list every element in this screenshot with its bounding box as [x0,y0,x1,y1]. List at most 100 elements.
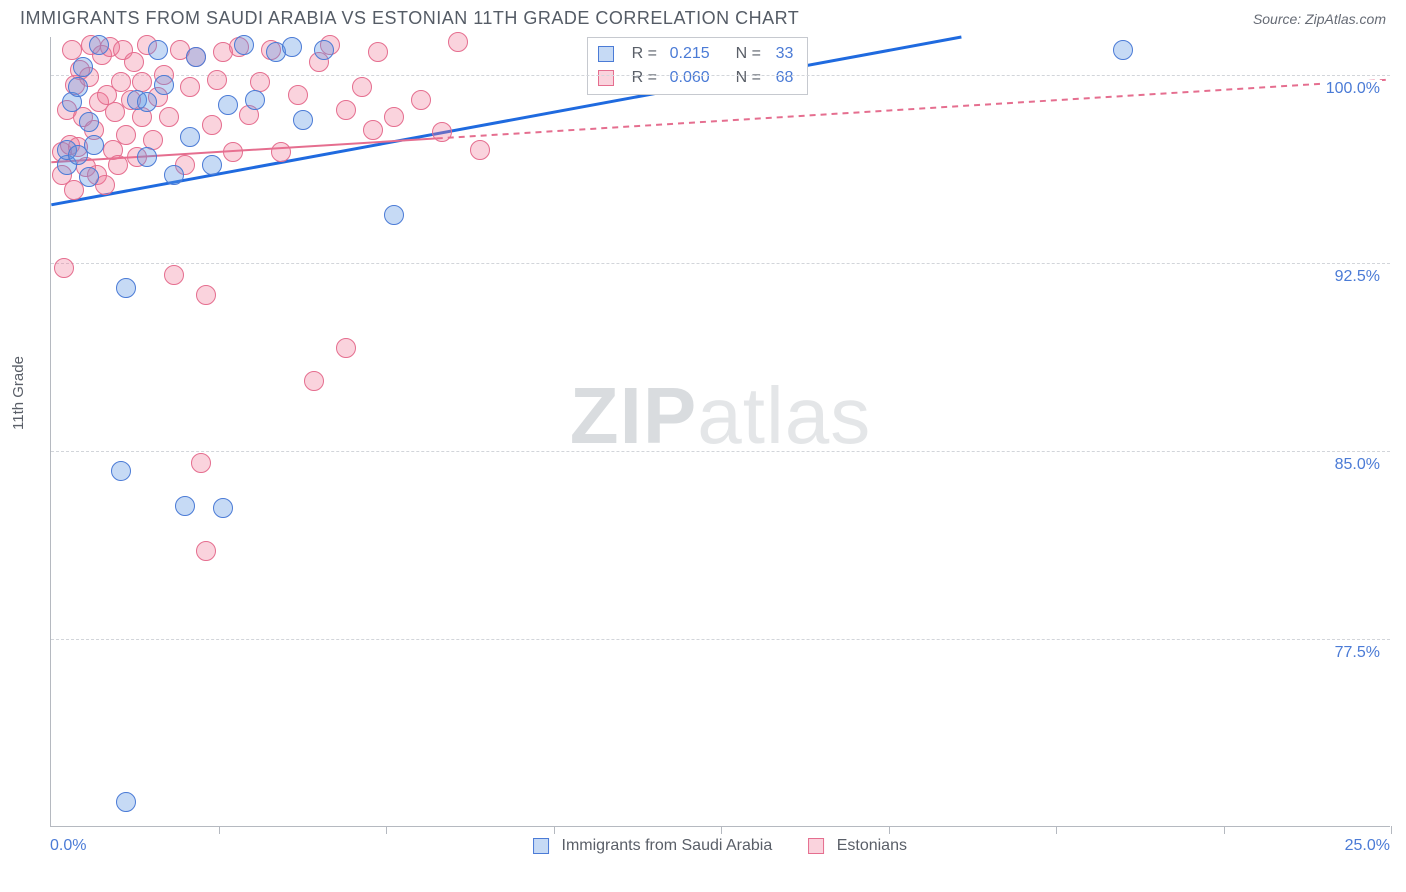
r-label: R = [632,42,660,66]
scatter-point [218,95,238,115]
scatter-point [148,40,168,60]
x-tick [889,826,890,834]
x-axis-max-label: 25.0% [1345,837,1390,855]
chart-title: IMMIGRANTS FROM SAUDI ARABIA VS ESTONIAN… [20,8,799,29]
r-value-1: 0.060 [670,66,726,90]
scatter-point [245,90,265,110]
legend-swatch-0 [598,46,614,62]
x-tick [1391,826,1392,834]
watermark-atlas: atlas [697,371,871,460]
series-legend-item-0: Immigrants from Saudi Arabia [533,837,772,855]
scatter-point [384,205,404,225]
scatter-point [111,461,131,481]
scatter-point [202,115,222,135]
legend-row-series-0: R = 0.215 N = 33 [598,42,794,66]
scatter-point [282,37,302,57]
legend-row-series-1: R = 0.060 N = 68 [598,66,794,90]
scatter-point [124,52,144,72]
scatter-point [84,135,104,155]
x-axis-min-label: 0.0% [50,837,86,855]
scatter-point [79,112,99,132]
scatter-point [68,77,88,97]
x-tick [1224,826,1225,834]
scatter-point [368,42,388,62]
scatter-point [108,155,128,175]
y-tick-label: 77.5% [1333,644,1382,662]
y-tick-label: 100.0% [1324,80,1382,98]
legend-swatch-1 [598,70,614,86]
scatter-point [73,57,93,77]
n-label: N = [736,42,766,66]
n-label: N = [736,66,766,90]
scatter-point [54,258,74,278]
scatter-point [196,541,216,561]
watermark: ZIPatlas [570,370,871,462]
scatter-point [180,127,200,147]
scatter-point [271,142,291,162]
scatter-point [79,167,99,187]
scatter-point [336,338,356,358]
scatter-point [164,265,184,285]
scatter-point [384,107,404,127]
scatter-point [314,40,334,60]
watermark-zip: ZIP [570,371,697,460]
scatter-point [154,75,174,95]
x-tick [721,826,722,834]
y-tick-label: 92.5% [1333,268,1382,286]
series-swatch-1 [808,838,824,854]
r-label: R = [632,66,660,90]
scatter-point [293,110,313,130]
n-value-1: 68 [776,66,794,90]
y-axis-label: 11th Grade [10,356,27,430]
scatter-point [137,147,157,167]
scatter-point [191,453,211,473]
scatter-point [164,165,184,185]
scatter-point [202,155,222,175]
scatter-point [470,140,490,160]
scatter-point [186,47,206,67]
gridline [51,451,1390,452]
x-tick [554,826,555,834]
chart-header: IMMIGRANTS FROM SAUDI ARABIA VS ESTONIAN… [0,0,1406,33]
scatter-point [234,35,254,55]
scatter-point [159,107,179,127]
scatter-point [336,100,356,120]
trend-lines [51,37,1390,826]
scatter-point [196,285,216,305]
x-tick [219,826,220,834]
scatter-point [304,371,324,391]
scatter-point [175,496,195,516]
gridline [51,639,1390,640]
scatter-point [432,122,452,142]
scatter-point [116,125,136,145]
n-value-0: 33 [776,42,794,66]
scatter-point [213,498,233,518]
source-attribution: Source: ZipAtlas.com [1253,11,1386,27]
series-label-1: Estonians [837,837,907,854]
y-tick-label: 85.0% [1333,456,1382,474]
scatter-point [137,92,157,112]
chart-area: ZIPatlas R = 0.215 N = 33 R = 0.060 N = … [50,37,1390,827]
x-tick [386,826,387,834]
series-swatch-0 [533,838,549,854]
series-label-0: Immigrants from Saudi Arabia [561,837,772,854]
scatter-point [207,70,227,90]
scatter-point [288,85,308,105]
series-legend: Immigrants from Saudi Arabia Estonians [533,837,907,855]
plot-area: ZIPatlas R = 0.215 N = 33 R = 0.060 N = … [50,37,1390,827]
scatter-point [116,278,136,298]
scatter-point [411,90,431,110]
x-tick [1056,826,1057,834]
correlation-legend: R = 0.215 N = 33 R = 0.060 N = 68 [587,37,809,95]
series-legend-item-1: Estonians [808,837,907,855]
scatter-point [223,142,243,162]
scatter-point [448,32,468,52]
scatter-point [352,77,372,97]
r-value-0: 0.215 [670,42,726,66]
scatter-point [116,792,136,812]
scatter-point [1113,40,1133,60]
scatter-point [363,120,383,140]
scatter-point [89,35,109,55]
scatter-point [180,77,200,97]
gridline [51,263,1390,264]
